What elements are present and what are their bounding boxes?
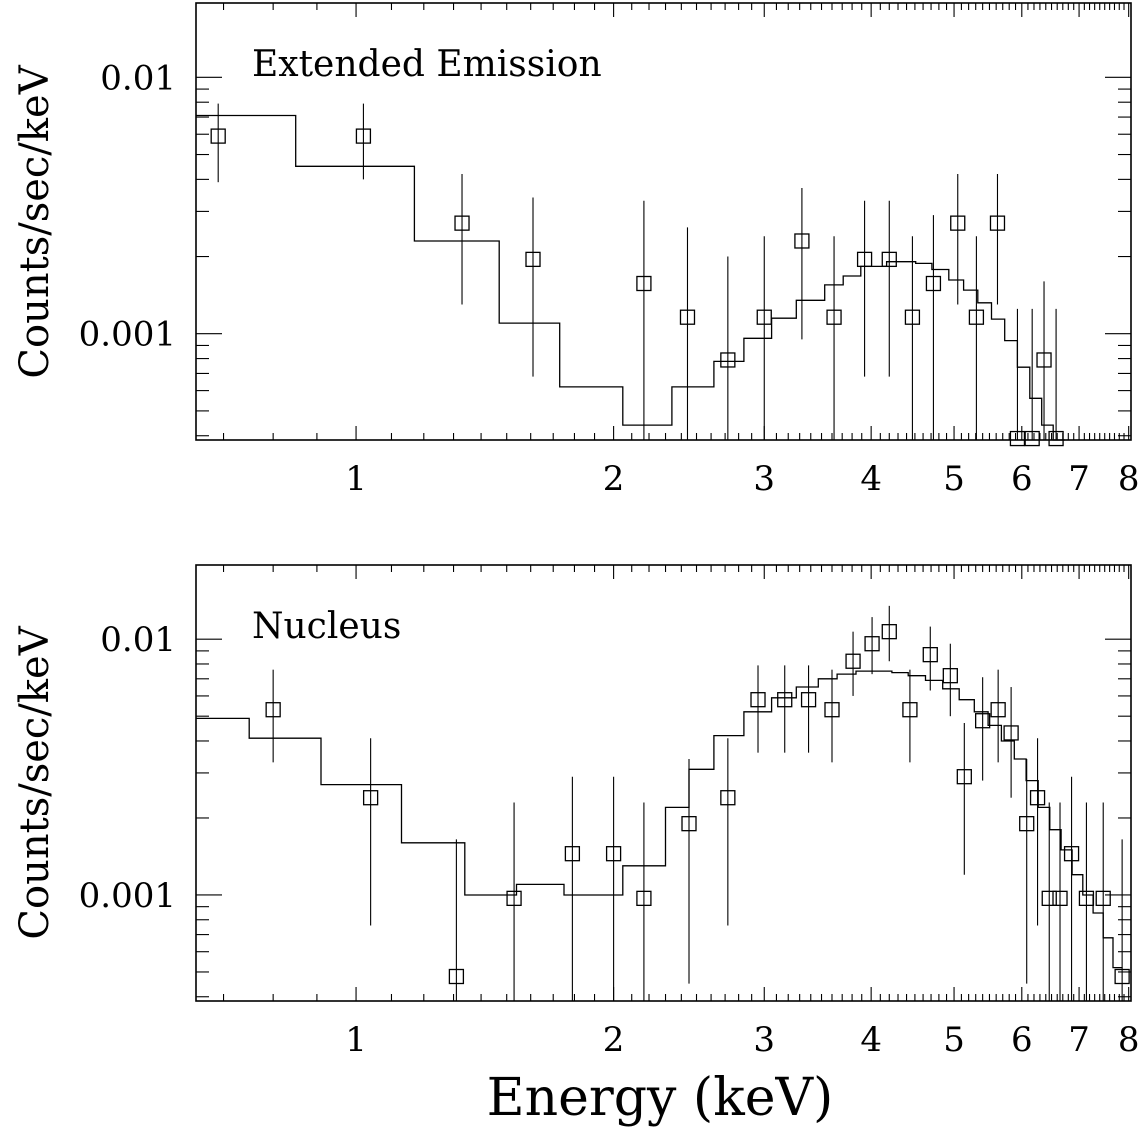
data-point [956, 769, 972, 785]
data-point [210, 128, 226, 144]
x-tick-label: 7 [1068, 459, 1090, 499]
data-point [362, 790, 379, 806]
x-tick-label: 2 [603, 1020, 625, 1060]
x-tick-label: 8 [1118, 459, 1140, 499]
data-point [720, 790, 736, 806]
data-point [800, 692, 817, 708]
data-point [1009, 430, 1026, 447]
data-point [720, 352, 736, 368]
data-point [1041, 890, 1057, 907]
data-point [864, 636, 880, 652]
data-point [942, 668, 958, 684]
data-point [925, 275, 942, 292]
y-axis-label: Counts/sec/keV [12, 625, 58, 939]
y-tick-label: 0.001 [79, 876, 176, 916]
panel-title: Nucleus [252, 606, 401, 647]
data-point [922, 647, 938, 663]
data-point [1019, 816, 1035, 832]
data-point [1078, 890, 1095, 907]
x-tick-label: 2 [603, 459, 625, 499]
data-point [881, 251, 897, 268]
data-point [681, 816, 697, 832]
model-step-line [196, 670, 1123, 969]
data-point [1003, 725, 1019, 741]
data-point [824, 702, 840, 718]
x-tick-label: 1 [345, 459, 367, 499]
x-tick-label: 1 [345, 1020, 367, 1060]
data-point [564, 846, 581, 862]
data-point [950, 215, 966, 231]
x-tick-label: 8 [1118, 1020, 1140, 1060]
x-tick-label: 5 [943, 459, 965, 499]
panel-title: Extended Emission [252, 44, 602, 85]
data-point [525, 251, 541, 268]
plot-frame [195, 2, 1132, 441]
data-point [845, 653, 861, 669]
data-point [1024, 430, 1040, 447]
x-tick-label: 7 [1068, 1020, 1090, 1060]
x-tick-label: 4 [860, 1020, 882, 1060]
data-point [826, 309, 842, 325]
x-tick-label: 6 [1011, 459, 1033, 499]
x-tick-label: 3 [753, 1020, 775, 1060]
plot-frame [195, 564, 1132, 1002]
data-point [636, 890, 652, 907]
data-point [1029, 790, 1046, 806]
data-point [355, 128, 372, 144]
data-point [1036, 352, 1052, 368]
nucleus-panel: Nucleus Counts/sec/keV 1 2 3 4 5 6 7 8 0.01 0.001 [12, 564, 1140, 1060]
data-point [777, 692, 793, 708]
data-point [902, 702, 918, 718]
y-tick-label: 0.01 [100, 58, 176, 98]
x-axis-label: Energy (keV) [487, 1068, 834, 1128]
x-tick-label: 3 [753, 459, 775, 499]
data-point [750, 692, 766, 708]
y-tick-label: 0.01 [100, 620, 176, 660]
x-tick-label: 6 [1011, 1020, 1033, 1060]
data-point [968, 309, 985, 325]
x-tick-label: 4 [860, 459, 882, 499]
data-point [679, 309, 696, 325]
data-point [881, 624, 897, 640]
data-point [636, 275, 652, 292]
data-point [856, 251, 873, 268]
data-point [989, 215, 1006, 231]
data-point [1063, 846, 1080, 862]
data-point [1048, 430, 1064, 447]
data-point [904, 309, 921, 325]
data-point [605, 846, 622, 862]
model-step-line [196, 114, 1065, 441]
data-point [454, 215, 470, 231]
data-point [990, 702, 1006, 718]
data-point [794, 233, 810, 249]
data-point [756, 309, 772, 325]
y-axis-label: Counts/sec/keV [12, 64, 58, 378]
data-point [1114, 968, 1130, 985]
data-point [974, 713, 991, 729]
data-point [506, 890, 522, 907]
x-tick-label: 5 [943, 1020, 965, 1060]
data-point [1095, 890, 1111, 907]
data-point [1052, 890, 1068, 907]
data-point [448, 968, 465, 985]
data-point [265, 702, 281, 718]
y-tick-label: 0.001 [79, 315, 176, 355]
